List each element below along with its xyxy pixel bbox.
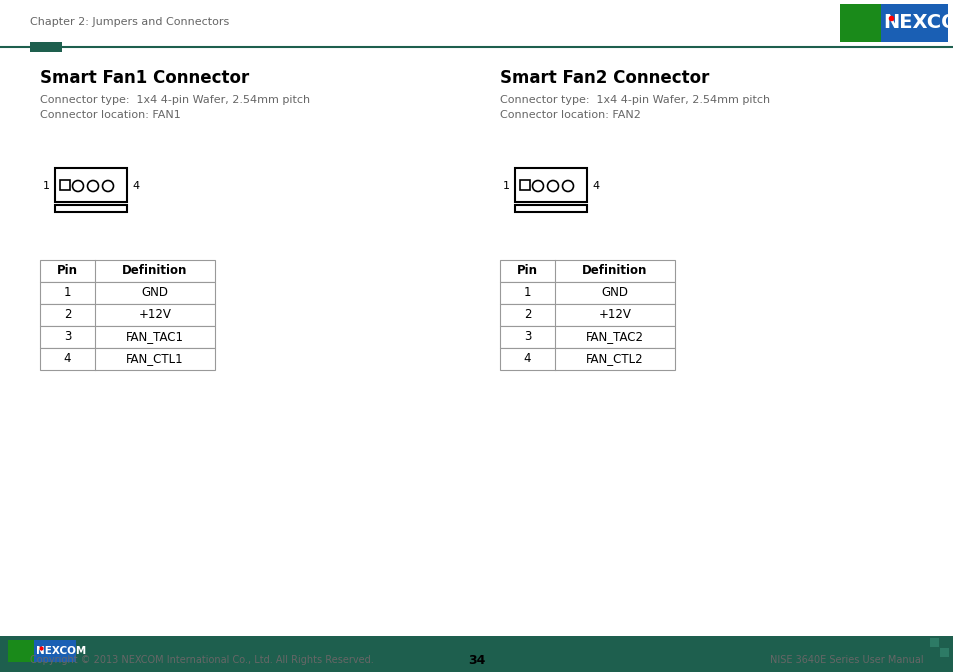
Bar — [60, 180, 70, 190]
Text: Pin: Pin — [57, 265, 78, 278]
Text: Copyright © 2013 NEXCOM International Co., Ltd. All Rights Reserved.: Copyright © 2013 NEXCOM International Co… — [30, 655, 374, 665]
Text: 34: 34 — [468, 653, 485, 667]
Bar — [8, 640, 33, 662]
Bar — [499, 326, 675, 348]
Bar — [929, 638, 938, 647]
Text: Connector type:  1x4 4-pin Wafer, 2.54mm pitch: Connector type: 1x4 4-pin Wafer, 2.54mm … — [40, 95, 310, 105]
Bar — [0, 636, 953, 672]
Bar — [33, 640, 76, 662]
Bar — [499, 304, 675, 326]
Circle shape — [88, 181, 98, 192]
Text: Definition: Definition — [122, 265, 188, 278]
Text: 4: 4 — [523, 353, 531, 366]
Text: 2: 2 — [523, 308, 531, 321]
Bar — [40, 282, 214, 304]
Text: Connector location: FAN2: Connector location: FAN2 — [499, 110, 640, 120]
Text: Pin: Pin — [517, 265, 537, 278]
Bar — [929, 648, 938, 657]
Text: FAN_CTL2: FAN_CTL2 — [585, 353, 643, 366]
Bar — [55, 168, 127, 202]
Bar — [881, 4, 947, 42]
Circle shape — [102, 181, 113, 192]
Bar — [499, 348, 675, 370]
Text: NEXCOM: NEXCOM — [36, 646, 86, 656]
Bar — [40, 326, 214, 348]
Circle shape — [532, 181, 543, 192]
Text: 1: 1 — [64, 286, 71, 300]
Text: NEXCOM: NEXCOM — [882, 13, 953, 32]
Text: FAN_TAC2: FAN_TAC2 — [585, 331, 643, 343]
Text: GND: GND — [141, 286, 169, 300]
Circle shape — [562, 181, 573, 192]
Text: FAN_TAC1: FAN_TAC1 — [126, 331, 184, 343]
Text: 4: 4 — [132, 181, 139, 191]
Bar — [515, 168, 586, 202]
Text: FAN_CTL1: FAN_CTL1 — [126, 353, 184, 366]
Bar — [30, 42, 62, 52]
Text: 3: 3 — [64, 331, 71, 343]
Bar — [840, 4, 881, 42]
Text: 1: 1 — [43, 181, 50, 191]
Text: Connector type:  1x4 4-pin Wafer, 2.54mm pitch: Connector type: 1x4 4-pin Wafer, 2.54mm … — [499, 95, 769, 105]
Bar — [40, 260, 214, 282]
Circle shape — [547, 181, 558, 192]
Bar — [939, 648, 948, 657]
Bar — [519, 180, 530, 190]
Text: 3: 3 — [523, 331, 531, 343]
Text: +12V: +12V — [138, 308, 172, 321]
Text: 2: 2 — [64, 308, 71, 321]
Text: 1: 1 — [523, 286, 531, 300]
Bar — [55, 205, 127, 212]
Text: 4: 4 — [64, 353, 71, 366]
Bar — [40, 348, 214, 370]
Text: 1: 1 — [502, 181, 509, 191]
Bar — [499, 282, 675, 304]
Text: NISE 3640E Series User Manual: NISE 3640E Series User Manual — [770, 655, 923, 665]
Circle shape — [72, 181, 84, 192]
Text: +12V: +12V — [598, 308, 631, 321]
Text: Smart Fan2 Connector: Smart Fan2 Connector — [499, 69, 709, 87]
Bar — [40, 304, 214, 326]
Bar — [515, 205, 586, 212]
Text: Connector location: FAN1: Connector location: FAN1 — [40, 110, 180, 120]
Text: Smart Fan1 Connector: Smart Fan1 Connector — [40, 69, 249, 87]
Bar — [939, 638, 948, 647]
Text: Chapter 2: Jumpers and Connectors: Chapter 2: Jumpers and Connectors — [30, 17, 229, 27]
Text: Definition: Definition — [581, 265, 647, 278]
Text: GND: GND — [601, 286, 628, 300]
Text: 4: 4 — [592, 181, 598, 191]
Bar — [499, 260, 675, 282]
